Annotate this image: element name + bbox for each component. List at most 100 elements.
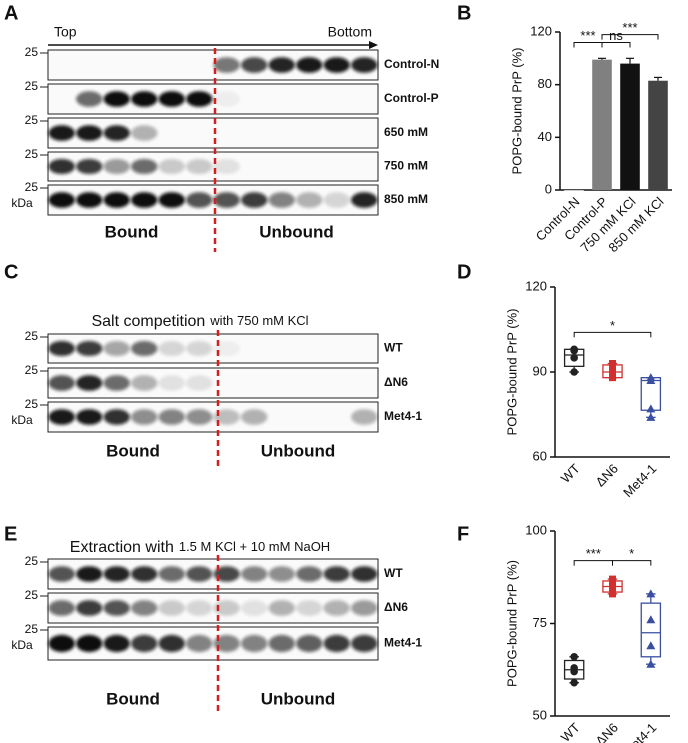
blot-strip — [47, 558, 379, 590]
blot-band — [241, 57, 268, 73]
y-tick-label: 120 — [530, 23, 552, 38]
blot-band — [76, 375, 103, 391]
size-marker: 25 — [25, 554, 39, 568]
bar — [620, 63, 640, 190]
unit-label: kDa — [11, 196, 33, 210]
x-tick-label: ΔN6 — [593, 461, 622, 490]
blot-band — [48, 566, 75, 582]
row-label: ΔN6 — [384, 600, 408, 614]
blot-band — [48, 375, 75, 391]
blot-band — [158, 409, 185, 425]
blot-band — [103, 91, 130, 107]
row-label: 850 mM — [384, 192, 428, 206]
blot-strip — [47, 401, 379, 433]
blot-band — [48, 340, 75, 357]
blot-strip — [47, 333, 379, 364]
panel-letter: D — [457, 261, 471, 283]
blot-band — [186, 634, 213, 653]
blot-band — [213, 634, 240, 653]
blot-band — [131, 340, 158, 357]
y-tick-label: 0 — [545, 181, 552, 196]
box — [640, 602, 662, 658]
point — [609, 575, 616, 583]
top-label: Top — [54, 24, 77, 40]
point — [570, 354, 578, 362]
size-marker: 25 — [25, 588, 39, 602]
blot-band — [103, 192, 130, 208]
point — [646, 589, 656, 598]
unbound-label: Unbound — [261, 689, 336, 708]
blot-band — [48, 192, 75, 208]
significance-label: * — [629, 546, 634, 561]
point — [609, 365, 616, 373]
blot-band — [76, 566, 103, 582]
point — [570, 678, 578, 687]
y-tick-label: 80 — [538, 76, 552, 91]
blot-strip — [47, 367, 379, 399]
blot-band — [268, 57, 295, 73]
blot-band — [76, 192, 103, 208]
blot-band — [76, 340, 103, 357]
blot-band — [296, 600, 323, 616]
blot-band — [323, 192, 350, 208]
y-axis-label: POPG-bound PrP (%) — [504, 560, 519, 687]
blot-strip — [47, 626, 379, 661]
point — [646, 615, 656, 624]
title-main: Extraction with — [70, 539, 174, 556]
panel-letter: E — [4, 523, 17, 545]
title-note: 1.5 M KCl + 10 mM NaOH — [179, 539, 330, 554]
point — [646, 404, 656, 413]
point — [646, 659, 656, 668]
blot-band — [76, 600, 103, 616]
x-tick-label: Met4-1 — [620, 461, 659, 500]
bound-label: Bound — [105, 222, 159, 241]
y-tick-label: 75 — [533, 615, 547, 630]
unbound-label: Unbound — [261, 441, 336, 460]
row-label: Met4-1 — [384, 636, 422, 650]
blot-band — [268, 566, 295, 582]
blot-band — [241, 634, 268, 653]
blot-band — [268, 600, 295, 616]
blot-strip — [47, 117, 379, 149]
point — [646, 641, 656, 650]
significance-label: ns — [609, 28, 623, 43]
x-tick-label: WT — [558, 461, 583, 486]
blot-band — [76, 158, 103, 175]
blot-band — [131, 634, 158, 653]
blot-band — [213, 566, 240, 582]
blot-band — [103, 634, 130, 653]
blot-band — [213, 158, 240, 175]
blot-band — [323, 57, 350, 73]
blot-band — [131, 375, 158, 391]
blot-band — [76, 125, 103, 141]
x-tick-label: Met4-1 — [620, 720, 659, 743]
significance-label: *** — [580, 28, 595, 43]
blot-band — [158, 566, 185, 582]
blot-title: Extraction with 1.5 M KCl + 10 mM NaOH — [70, 539, 330, 556]
blot-band — [268, 634, 295, 653]
blot-strip — [47, 83, 379, 115]
significance-bracket — [573, 42, 603, 48]
point — [570, 346, 578, 355]
blot-band — [241, 409, 268, 425]
significance-label: * — [610, 318, 615, 333]
y-axis-label: POPG-bound PrP (%) — [509, 48, 524, 175]
blot-band — [131, 600, 158, 616]
bar — [564, 190, 584, 191]
blot-band — [213, 600, 240, 616]
y-tick-label: 100 — [525, 522, 547, 537]
row-label: Met4-1 — [384, 409, 422, 423]
blot-band — [131, 566, 158, 582]
blot-band — [351, 192, 378, 208]
blot-band — [158, 375, 185, 391]
row-label: 650 mM — [384, 125, 428, 139]
blot-band — [103, 566, 130, 582]
title-main: Salt competition — [91, 313, 205, 330]
blot-band — [186, 158, 213, 175]
blot-band — [131, 125, 158, 141]
panel-letter: B — [457, 2, 471, 24]
unbound-label: Unbound — [259, 222, 334, 241]
point — [609, 586, 616, 594]
size-marker: 25 — [25, 147, 39, 161]
blot-band — [351, 57, 378, 73]
